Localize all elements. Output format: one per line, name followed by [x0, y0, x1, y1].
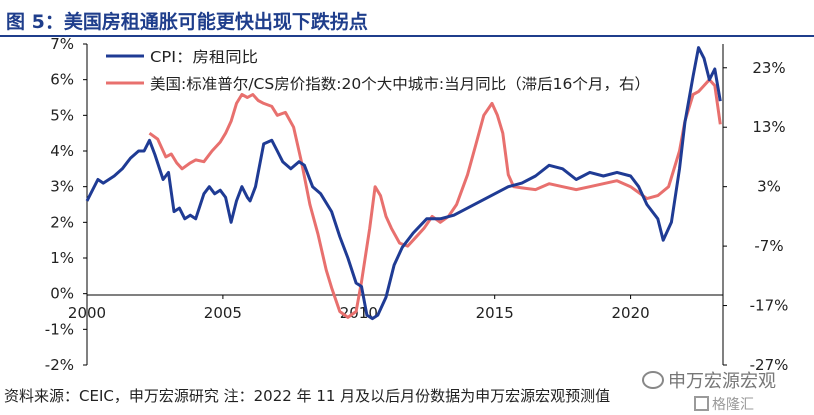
legend-label: 美国:标准普尔/CS房价指数:20个大中城市:当月同比（滞后16个月，右）: [150, 75, 650, 93]
logo-mark-icon: [694, 396, 709, 411]
left-tick-label: 4%: [50, 142, 74, 160]
left-tick-label: 3%: [50, 178, 74, 196]
left-tick-label: 5%: [50, 106, 74, 124]
source-note: 资料来源：CEIC，申万宏源研究 注：2022 年 11 月及以后月份数据为申万…: [4, 387, 611, 405]
plot-frame: [86, 44, 724, 365]
x-tick-label: 2015: [476, 304, 514, 322]
series-lines: [85, 46, 722, 321]
left-tick-label: 2%: [50, 213, 74, 231]
left-tick-label: 1%: [50, 249, 74, 267]
right-tick-label: -17%: [750, 297, 789, 315]
wechat-icon: [642, 371, 664, 389]
series-line-cpi-rent: [85, 46, 722, 321]
left-tick-label: 7%: [50, 35, 74, 53]
legend: CPI：房租同比美国:标准普尔/CS房价指数:20个大中城市:当月同比（滞后16…: [106, 48, 650, 93]
x-tick-label: 2000: [68, 304, 106, 322]
left-tick-label: -2%: [45, 356, 74, 374]
left-axis: 7% 6% 5% 4% 3% 2% 1% 0% -1% -2%: [45, 35, 87, 374]
x-tick-label: 2020: [611, 304, 649, 322]
right-tick-label: -7%: [754, 237, 783, 255]
right-tick-label: 13%: [752, 118, 785, 136]
gelonghui-logo: 格隆汇: [694, 394, 754, 414]
right-tick-label: 23%: [752, 59, 785, 77]
x-axis: 2000 2005 2010 2015 2020: [68, 295, 650, 322]
left-tick-label: -1%: [45, 320, 74, 338]
series-line-case-shiller: [148, 78, 722, 319]
legend-label: CPI：房租同比: [150, 48, 258, 66]
right-axis: 23% 13% 3% -7% -17% -27%: [723, 59, 788, 374]
right-tick-label: -27%: [750, 356, 789, 374]
left-tick-label: 0%: [50, 285, 74, 303]
title-divider: [0, 35, 814, 37]
left-tick-label: 6%: [50, 71, 74, 89]
watermark: 申万宏源宏观: [642, 367, 776, 393]
logo-text: 格隆汇: [712, 397, 754, 413]
figure-title: 图 5：美国房租通胀可能更快出现下跌拐点: [6, 11, 368, 33]
watermark-text: 申万宏源宏观: [668, 371, 776, 392]
right-tick-label: 3%: [757, 178, 781, 196]
x-tick-label: 2005: [204, 304, 242, 322]
